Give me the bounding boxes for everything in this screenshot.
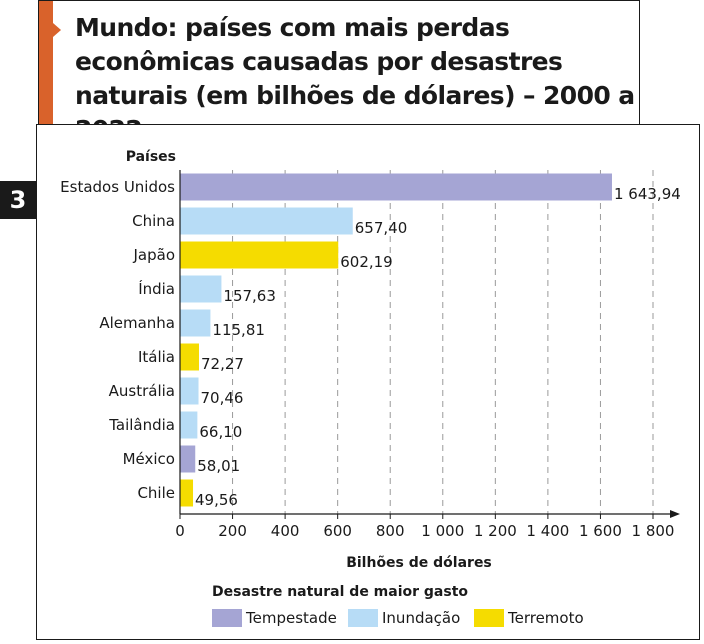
x-axis-title: Bilhões de dólares: [346, 555, 492, 571]
x-tick-label: 0: [175, 522, 185, 540]
bar: [180, 275, 222, 303]
bars: [180, 173, 612, 507]
value-labels: 1 643,94 657,40 602,19 157,63 115,81 72,27 70,…: [195, 185, 681, 509]
x-tick-label: 1 200: [474, 522, 517, 540]
value-label: 657,40: [355, 219, 408, 237]
x-axis-arrow: [670, 510, 680, 518]
value-label: 72,27: [201, 355, 244, 373]
category-label: Estados Unidos: [60, 178, 175, 196]
x-tick-label: 1 600: [579, 522, 622, 540]
legend-title: Desastre natural de maior gasto: [212, 584, 469, 600]
legend-label: Terremoto: [508, 609, 584, 627]
bar: [180, 173, 612, 201]
x-tick-label: 1 400: [526, 522, 569, 540]
legend-swatch: [474, 609, 504, 627]
value-label: 70,46: [201, 389, 244, 407]
category-label: Japão: [132, 246, 175, 264]
value-label: 66,10: [199, 423, 242, 441]
bar: [180, 411, 198, 439]
category-labels: Estados Unidos China Japão Índia Alemanha Itá…: [60, 178, 175, 502]
value-label: 1 643,94: [614, 185, 681, 203]
bar: [180, 207, 353, 235]
category-label: Tailândia: [108, 416, 175, 434]
x-tick-label: 1 000: [421, 522, 464, 540]
value-label: 58,01: [197, 457, 240, 475]
x-tick-label: 800: [376, 522, 405, 540]
x-tick-label: 400: [271, 522, 300, 540]
category-label: Chile: [137, 484, 175, 502]
figure-number: 3: [0, 181, 36, 219]
legend-label: Tempestade: [246, 609, 337, 627]
x-tick-label: 200: [218, 522, 247, 540]
x-tick-label: 600: [323, 522, 352, 540]
legend-swatch: [348, 609, 378, 627]
legend-swatch: [212, 609, 242, 627]
category-label: Itália: [138, 348, 175, 366]
category-label: Alemanha: [99, 314, 175, 332]
title-accent-bar: [39, 1, 53, 127]
category-label: Índia: [138, 279, 175, 298]
bar: [180, 309, 211, 337]
x-axis: 0 200 400 600 800 1 000 1 200 1 400 1 600 1 800: [175, 170, 680, 540]
title-accent-arrow: [53, 23, 61, 37]
bar: [180, 241, 339, 269]
bar: [180, 479, 194, 507]
bar: [180, 343, 199, 371]
value-label: 115,81: [212, 321, 265, 339]
bar: [180, 377, 199, 405]
value-label: 49,56: [195, 491, 238, 509]
chart-frame: [36, 124, 700, 640]
y-axis-title: Países: [126, 149, 176, 165]
category-label: Austrália: [109, 382, 175, 400]
value-label: 602,19: [340, 253, 393, 271]
legend-label: Inundação: [382, 609, 461, 627]
bar: [180, 445, 196, 473]
category-label: China: [132, 212, 175, 230]
value-label: 157,63: [223, 287, 276, 305]
category-label: México: [123, 450, 175, 468]
x-tick-label: 1 800: [632, 522, 675, 540]
